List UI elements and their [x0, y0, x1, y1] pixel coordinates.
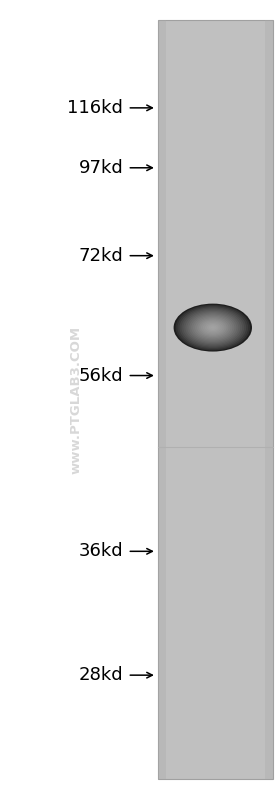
Ellipse shape: [209, 325, 217, 330]
Ellipse shape: [207, 324, 219, 332]
Text: 56kd: 56kd: [79, 367, 123, 384]
Text: 28kd: 28kd: [79, 666, 123, 684]
Ellipse shape: [203, 321, 223, 334]
Ellipse shape: [174, 304, 252, 352]
Text: www.PTGLAB3.COM: www.PTGLAB3.COM: [69, 325, 82, 474]
Text: 116kd: 116kd: [67, 99, 123, 117]
Ellipse shape: [187, 312, 238, 344]
Ellipse shape: [201, 320, 225, 335]
Ellipse shape: [191, 315, 234, 340]
Text: 36kd: 36kd: [79, 543, 123, 560]
Bar: [158, 20, 273, 779]
Ellipse shape: [211, 326, 215, 329]
Ellipse shape: [176, 305, 250, 350]
Ellipse shape: [195, 317, 230, 339]
Bar: [265, 20, 273, 779]
Bar: [158, 20, 166, 779]
Ellipse shape: [197, 318, 228, 337]
Ellipse shape: [179, 308, 246, 348]
Ellipse shape: [183, 309, 242, 345]
Ellipse shape: [181, 308, 244, 347]
Text: 97kd: 97kd: [78, 159, 123, 177]
Ellipse shape: [199, 320, 227, 336]
Ellipse shape: [185, 311, 240, 344]
Ellipse shape: [193, 316, 232, 340]
Ellipse shape: [205, 323, 221, 332]
Text: 72kd: 72kd: [78, 247, 123, 264]
Ellipse shape: [189, 313, 236, 342]
Ellipse shape: [178, 306, 248, 349]
